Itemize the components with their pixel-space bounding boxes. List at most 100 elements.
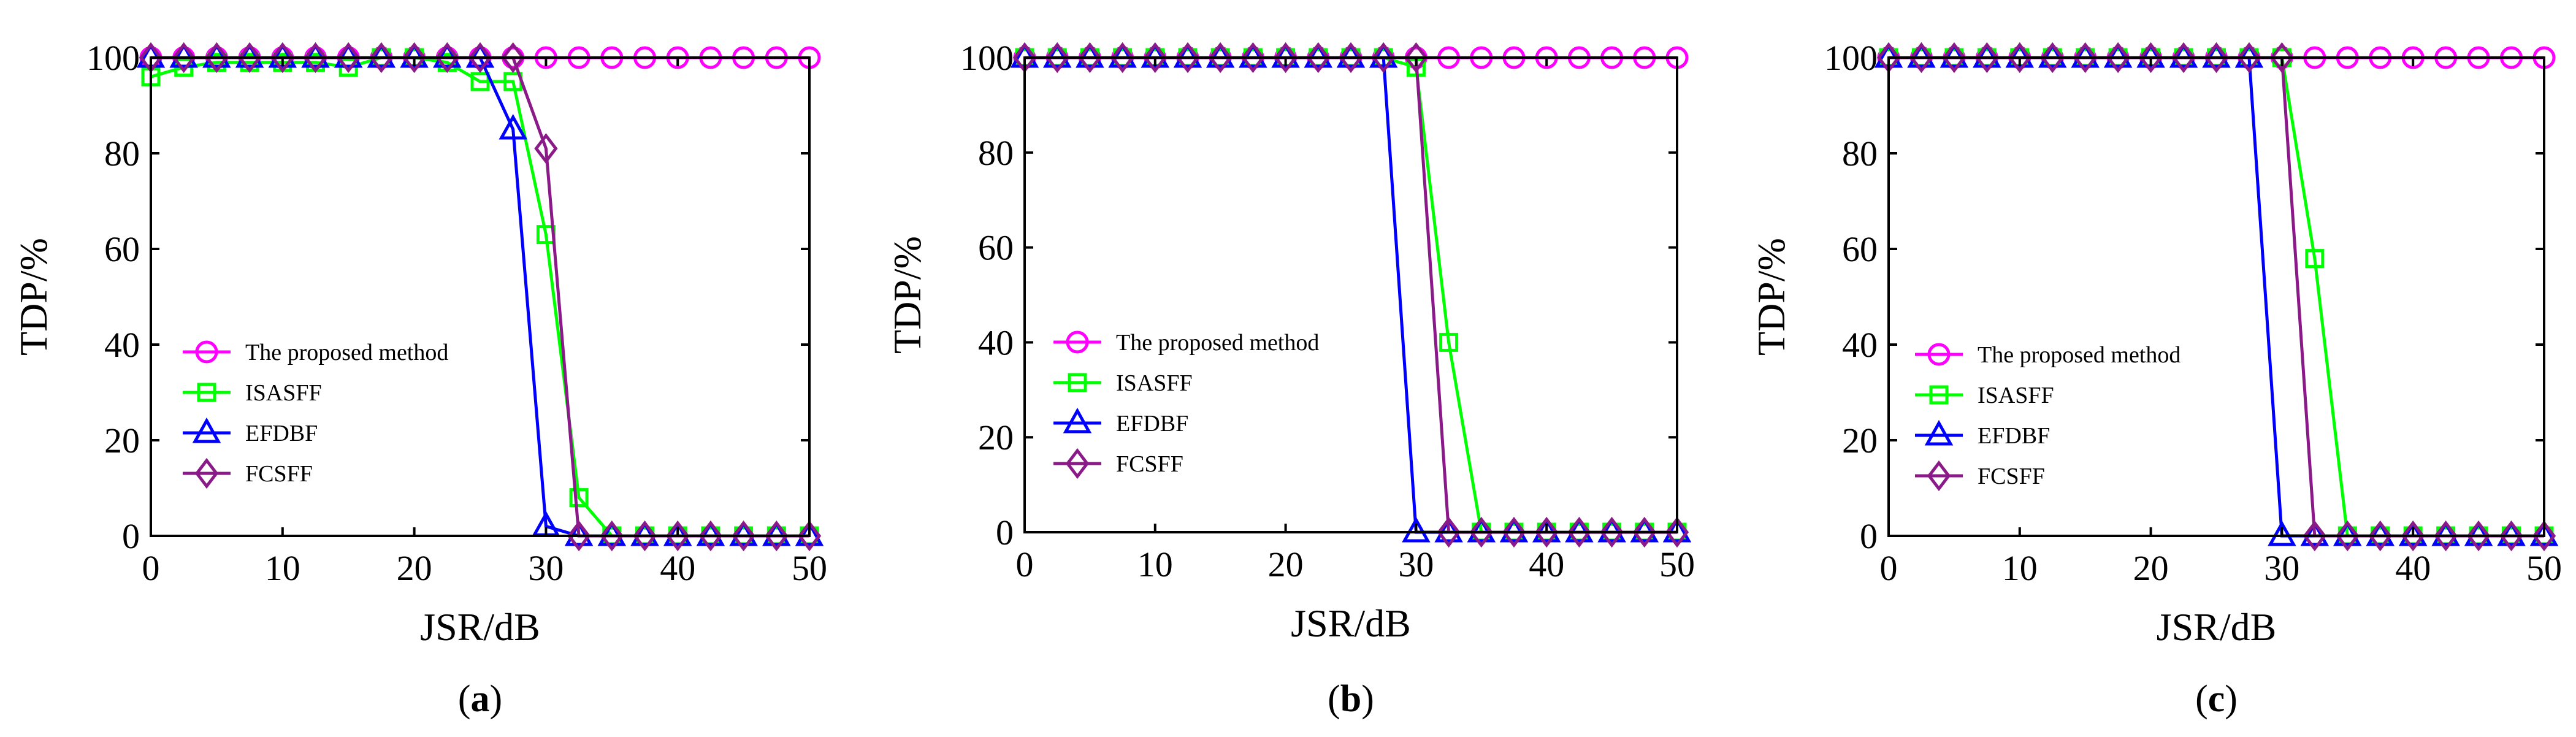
data-point (1402, 516, 1431, 543)
data-point (1502, 516, 1526, 548)
data-point (2336, 520, 2360, 552)
data-point (1175, 42, 1200, 74)
legend-entry: EFDBF (1915, 419, 2050, 449)
data-point (499, 113, 527, 140)
data-point (534, 133, 558, 164)
y-axis-label: TDP/% (12, 238, 55, 356)
legend-marker (1927, 460, 1951, 492)
data-point (2008, 42, 2031, 74)
data-point (235, 42, 264, 68)
data-point (501, 42, 525, 74)
y-tick-label: 20 (104, 421, 140, 460)
data-point (1973, 42, 2001, 68)
data-point (2234, 42, 2264, 68)
legend-label: FCSFF (1116, 451, 1183, 477)
data-point (1336, 42, 1366, 68)
x-tick-label: 30 (2264, 548, 2299, 588)
data-point (2464, 520, 2493, 546)
caption-letter: c (2208, 678, 2225, 720)
data-point (2103, 42, 2133, 68)
data-point (1439, 332, 1459, 352)
data-point (334, 42, 363, 68)
data-point (1143, 42, 1167, 74)
data-point (337, 42, 361, 74)
data-point (597, 520, 627, 546)
data-point (1306, 42, 1330, 74)
legend-marker (1065, 448, 1090, 479)
y-tick-label: 0 (996, 513, 1014, 552)
x-tick-label: 30 (528, 548, 564, 588)
x-tick-label: 50 (792, 548, 827, 588)
data-point (1662, 516, 1692, 543)
x-tick-label: 40 (2395, 548, 2431, 588)
legend-marker (1066, 330, 1089, 354)
data-point (1274, 42, 1298, 74)
data-point (237, 42, 262, 74)
data-point (202, 42, 231, 68)
data-point (2204, 42, 2228, 74)
legend-label: FCSFF (1978, 464, 2045, 489)
data-point (1239, 42, 1267, 68)
data-point (2300, 520, 2329, 546)
data-point (2529, 520, 2559, 546)
legend-marker (1924, 419, 1954, 446)
data-point (765, 520, 789, 552)
data-point (2041, 42, 2065, 74)
data-point (1241, 42, 1265, 74)
legend-entry: FCSFF (1053, 448, 1183, 479)
x-tick-label: 20 (1268, 544, 1304, 584)
legend-entry: The proposed method (1053, 330, 1319, 356)
legend-entry: EFDBF (1053, 407, 1188, 437)
data-point (2401, 520, 2425, 552)
y-tick-label: 0 (1860, 516, 1878, 556)
data-point (2106, 42, 2130, 74)
legend-marker (1929, 385, 1949, 405)
data-point (402, 42, 426, 74)
y-tick-label: 20 (1842, 421, 1878, 460)
data-point (630, 520, 659, 546)
data-point (1499, 516, 1529, 543)
caption-close: ) (1361, 678, 1374, 720)
data-point (2368, 520, 2392, 552)
caption-letter: a (471, 678, 490, 720)
legend-marker (194, 457, 219, 489)
series-efdbf (136, 42, 824, 546)
x-tick-label: 0 (1016, 544, 1034, 584)
data-point (1434, 516, 1463, 543)
legend-marker (1068, 373, 1087, 392)
legend-entry: The proposed method (183, 340, 448, 365)
x-tick-label: 40 (660, 548, 695, 588)
y-tick-label: 60 (1842, 229, 1878, 269)
data-point (2466, 520, 2491, 552)
data-point (1600, 516, 1624, 548)
series-isasff (141, 48, 819, 546)
y-tick-label: 100 (86, 38, 140, 78)
data-point (1467, 516, 1496, 543)
data-point (698, 520, 723, 552)
data-point (1567, 516, 1591, 548)
x-tick-label: 50 (2526, 548, 2562, 588)
data-point (369, 42, 394, 74)
panel-caption: (c) (2195, 678, 2238, 720)
legend-label: The proposed method (1116, 330, 1319, 356)
data-point (1975, 42, 1999, 74)
legend-entry: FCSFF (183, 457, 313, 489)
panel-caption: (a) (458, 678, 502, 720)
data-point (1632, 516, 1656, 548)
x-tick-label: 10 (2002, 548, 2038, 588)
x-axis-label: JSR/dB (2157, 605, 2277, 649)
data-point (1565, 516, 1594, 543)
data-point (600, 520, 624, 552)
series-fcsff (139, 42, 822, 552)
data-point (2071, 42, 2100, 68)
data-point (1665, 516, 1689, 548)
y-tick-label: 40 (978, 323, 1014, 362)
data-point (1110, 42, 1134, 74)
panel-caption: (b) (1328, 678, 1374, 720)
data-point (1369, 42, 1398, 68)
data-point (567, 520, 591, 552)
data-point (2038, 42, 2067, 68)
data-point (1372, 42, 1396, 74)
y-tick-label: 100 (960, 38, 1014, 78)
